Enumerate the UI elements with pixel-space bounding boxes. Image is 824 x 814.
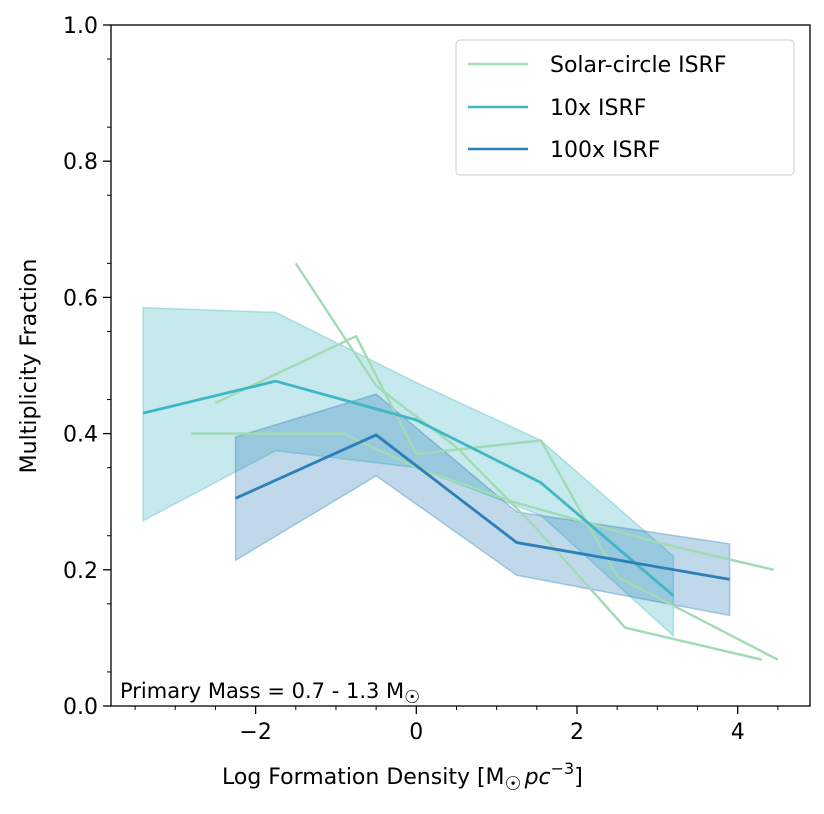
y-tick-label: 0.2 (63, 559, 98, 584)
confidence-bands (142, 306, 731, 638)
y-axis-ticks: 0.0 0.2 0.4 0.6 0.8 1.0 (63, 14, 111, 720)
band-1 (142, 306, 675, 638)
band-2 (234, 393, 731, 617)
y-tick-label: 1.0 (63, 14, 98, 39)
x-axis-label-main: Log Formation Density [M (222, 765, 505, 790)
series-0-line-0 (294, 262, 763, 661)
x-axis-label-close: ] (574, 765, 583, 790)
x-axis-label-exponent: −3 (551, 759, 575, 778)
annotation-sun: ☉ (404, 687, 420, 708)
annotation-prefix: Primary Mass = 0.7 - 1.3 M (120, 679, 404, 703)
series-0-line-2 (191, 432, 775, 571)
legend-label-solar-circle: Solar-circle ISRF (550, 53, 727, 78)
legend-box (455, 39, 795, 176)
x-axis-label-sun: ☉ (505, 773, 522, 795)
series-1-line-0 (142, 379, 675, 597)
x-tick-label: 2 (570, 720, 584, 745)
y-axis-label: Multiplicity Fraction (17, 259, 42, 474)
x-tick-label: 4 (731, 720, 745, 745)
x-tick-label: 0 (409, 720, 423, 745)
y-tick-label: 0.0 (63, 695, 98, 720)
x-axis-label: Log Formation Density [M☉ pc−3] (222, 759, 583, 795)
series-lines (142, 262, 779, 661)
y-tick-label: 0.4 (63, 423, 98, 448)
primary-mass-annotation: Primary Mass = 0.7 - 1.3 M☉ (120, 679, 420, 708)
series-2-line-0 (234, 433, 730, 581)
x-axis-label-unit: pc (524, 765, 551, 790)
legend-label-10x: 10x ISRF (550, 96, 646, 121)
x-tick-label: −2 (239, 720, 271, 745)
legend-label-100x: 100x ISRF (550, 138, 660, 163)
plot-frame (110, 24, 811, 707)
y-tick-label: 0.8 (63, 150, 98, 175)
y-tick-label: 0.6 (63, 286, 98, 311)
x-axis-ticks: −2 0 2 4 (134, 706, 779, 745)
series-0-line-1 (214, 335, 779, 661)
legend: Solar-circle ISRF 10x ISRF 100x ISRF (455, 39, 795, 176)
